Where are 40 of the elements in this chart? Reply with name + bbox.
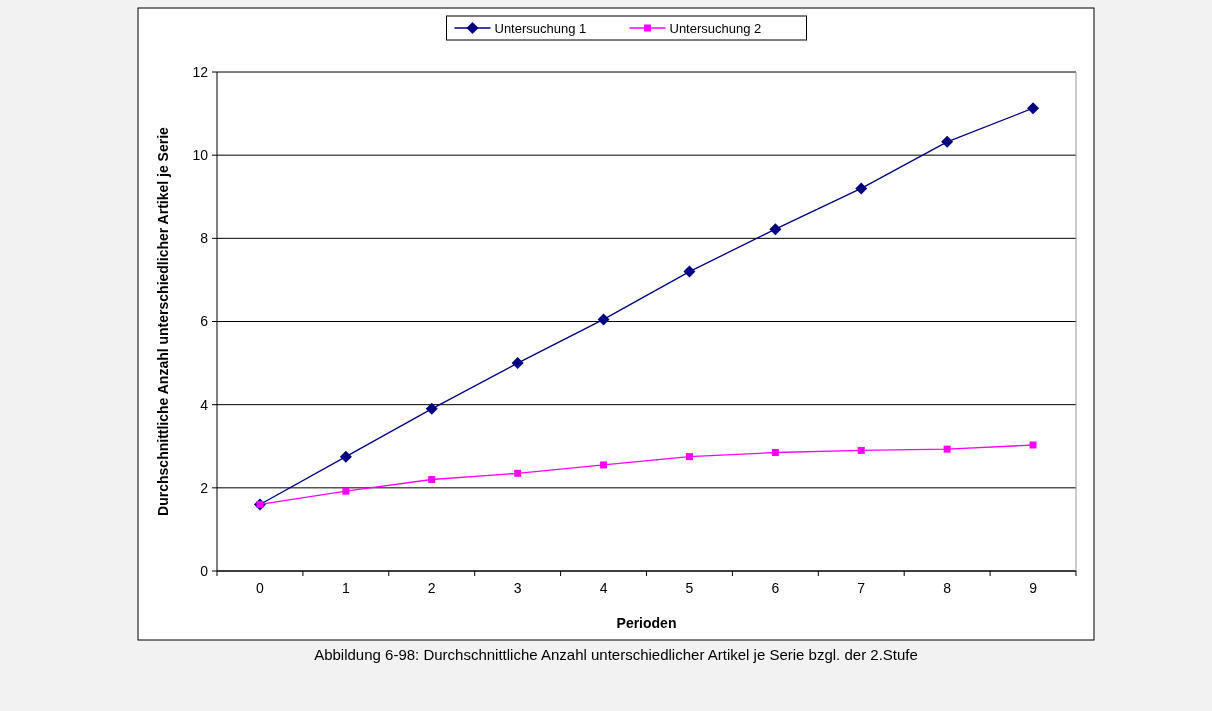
x-tick-label: 2	[427, 580, 436, 596]
point	[597, 313, 610, 326]
x-tick-label: 8	[943, 580, 952, 596]
point	[943, 445, 951, 453]
y-tick-label: 8	[200, 230, 209, 247]
x-tick-label: 6	[771, 580, 780, 596]
point	[857, 446, 865, 454]
text: Abbildung 6-98: Durchschnittliche Anzahl unterschiedlicher Artikel je Serie bzgl. der 2.Stufe	[314, 646, 918, 663]
point	[683, 265, 696, 278]
y-tick-label: 6	[200, 313, 209, 330]
point	[514, 469, 522, 477]
x-axis-title: Perioden	[616, 615, 677, 631]
x-tick-label: 9	[1029, 580, 1038, 596]
point	[1029, 441, 1037, 449]
y-tick-label: 4	[200, 396, 209, 413]
x-tick-label: 0	[256, 580, 265, 596]
point	[771, 448, 779, 456]
point	[339, 450, 352, 463]
point	[425, 402, 438, 415]
x-tick-label: 3	[513, 580, 522, 596]
point	[600, 461, 608, 469]
legend-label: Untersuchung 2	[669, 20, 762, 36]
point	[342, 487, 350, 495]
point	[428, 476, 436, 484]
point	[941, 135, 954, 148]
point	[511, 357, 524, 370]
x-tick-label: 1	[341, 580, 350, 596]
x-tick-label: 5	[685, 580, 694, 596]
point	[855, 182, 868, 195]
x-tick-label: 4	[599, 580, 608, 596]
y-tick-label: 10	[192, 147, 209, 164]
point	[1027, 102, 1040, 115]
y-tick-label: 12	[192, 63, 209, 80]
x-tick-label: 7	[857, 580, 866, 596]
point	[769, 223, 782, 236]
y-axis-title: Durchschnittliche Anzahl unterschiedlicher Artikel je Serie	[155, 126, 171, 516]
y-tick-label: 0	[200, 562, 209, 579]
legend-label: Untersuchung 1	[494, 20, 587, 36]
y-tick-label: 2	[200, 479, 209, 496]
point	[685, 453, 693, 461]
